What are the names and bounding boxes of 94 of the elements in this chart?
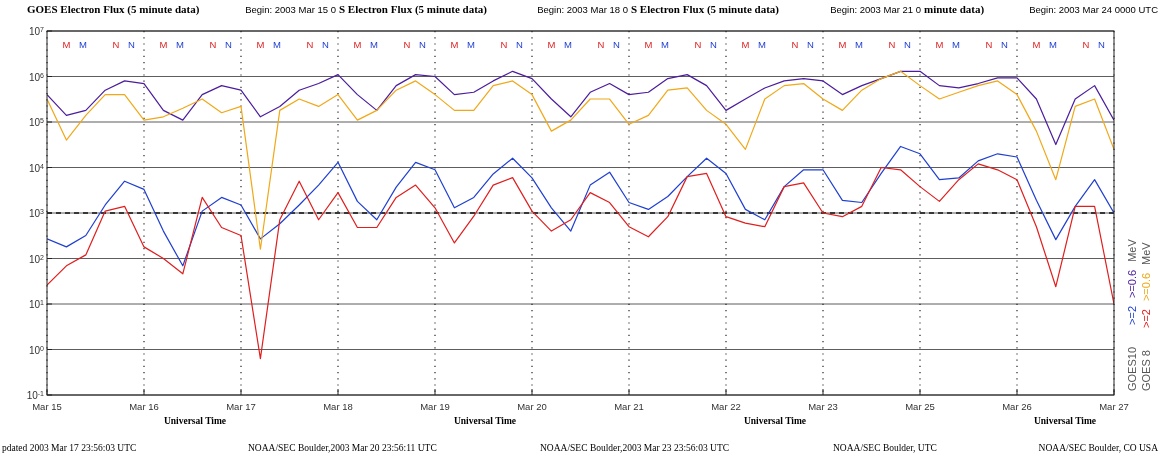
y-tick-label: 10$^{6}$ (28, 71, 45, 83)
x-tick-label: Mar 20 (517, 401, 547, 412)
x-tick-label: Mar 26 (1002, 401, 1032, 412)
y-tick-label: 10$^{1}$ (28, 298, 45, 310)
annotation: M (935, 39, 944, 50)
chart-title: GOES Electron Flux (5 minute data) (27, 3, 200, 16)
text: Begin: 2003 Mar 18 0 (537, 4, 628, 15)
text: NOAA/SEC Boulder, CO USA (1038, 443, 1159, 453)
annotation: N (888, 39, 896, 50)
y-tick-label: 10$^{7}$ (28, 25, 45, 37)
annotation: N (694, 39, 702, 50)
annotation: N (985, 39, 993, 50)
text: Universal Time (1033, 416, 1097, 426)
x-tick-label: Mar 15 (32, 401, 62, 412)
annotation: M (757, 39, 766, 50)
annotation: N (1097, 39, 1105, 50)
annotation: M (644, 39, 653, 50)
annotation: M (660, 39, 669, 50)
text: Begin: 2003 Mar 24 0000 UTC (1029, 4, 1159, 15)
annotation: N (1082, 39, 1090, 50)
annotation: N (209, 39, 217, 50)
text: MeV (1140, 241, 1152, 265)
annotation: N (1000, 39, 1008, 50)
text: Universal Time (453, 416, 517, 426)
y-tick-label: 10$^{3}$ (28, 207, 45, 219)
text: Universal Time (743, 416, 807, 426)
annotation: M (741, 39, 750, 50)
annotation: M (1048, 39, 1057, 50)
x-tick-label: Mar 19 (420, 401, 450, 412)
x-tick-label: Mar 18 (323, 401, 353, 412)
line-series (47, 145, 1114, 267)
x-tick-label: Mar 25 (905, 401, 935, 412)
text: GOES10 (1126, 346, 1138, 391)
y-tick-label: 10$^{0}$ (28, 344, 45, 356)
x-tick-label: Mar 21 (614, 401, 644, 412)
text: NOAA/SEC Boulder, UTC (833, 443, 937, 453)
text: NOAA/SEC Boulder,2003 Mar 23 23:56:03 UTC (540, 443, 730, 453)
text: pdated 2003 Mar 17 23:56:03 UTC (2, 443, 137, 453)
annotation: M (838, 39, 847, 50)
annotation: M (256, 39, 265, 50)
text: >=0.6 (1140, 272, 1152, 302)
annotation: M (466, 39, 475, 50)
annotation: M (450, 39, 459, 50)
x-tick-label: Mar 23 (808, 401, 838, 412)
annotation: M (854, 39, 863, 50)
text: Begin: 2003 Mar 15 0 (245, 4, 336, 15)
annotation: M (175, 39, 184, 50)
y-tick-label: 10$^{2}$ (28, 253, 45, 265)
annotation: M (369, 39, 378, 50)
y-tick-label: 10$^{4}$ (28, 162, 45, 174)
x-axis-title: Universal Time (163, 416, 227, 426)
text: minute data) (924, 3, 985, 16)
text: GOES 8 (1140, 350, 1152, 391)
text: S Electron Flux (5 minute data) (631, 3, 780, 16)
annotation: M (951, 39, 960, 50)
annotation: N (791, 39, 799, 50)
line-series (47, 163, 1114, 360)
annotation: M (563, 39, 572, 50)
x-tick-label: Mar 22 (711, 401, 741, 412)
annotation: M (62, 39, 71, 50)
annotation: N (127, 39, 135, 50)
annotation: N (112, 39, 120, 50)
annotation: N (709, 39, 717, 50)
annotation: M (159, 39, 168, 50)
text: Begin: 2003 Mar 21 0 (830, 4, 921, 15)
annotation: M (547, 39, 556, 50)
annotation: N (306, 39, 314, 50)
text: >=2 (1126, 306, 1138, 325)
annotation: N (806, 39, 814, 50)
annotation: M (78, 39, 87, 50)
annotation: M (1032, 39, 1041, 50)
annotation: M (353, 39, 362, 50)
text: >=0.6 (1126, 269, 1138, 298)
annotation: M (272, 39, 281, 50)
text: NOAA/SEC Boulder,2003 Mar 20 23:56:11 UTC (248, 443, 437, 453)
text: >=2 (1140, 309, 1152, 329)
annotation: N (612, 39, 620, 50)
y-tick-label: 10$^{-1}$ (26, 389, 45, 401)
line-series (47, 70, 1114, 146)
x-tick-label: Mar 16 (129, 401, 159, 412)
annotation: N (321, 39, 329, 50)
y-tick-label: 10$^{5}$ (28, 116, 45, 128)
annotation: N (403, 39, 411, 50)
text: MeV (1126, 238, 1138, 262)
x-tick-label: Mar 17 (226, 401, 256, 412)
line-series (47, 70, 1114, 250)
annotation: N (597, 39, 605, 50)
annotation: N (515, 39, 523, 50)
annotation: N (500, 39, 508, 50)
annotation: N (903, 39, 911, 50)
annotation: N (224, 39, 232, 50)
text: S Electron Flux (5 minute data) (339, 3, 488, 16)
x-tick-label: Mar 27 (1099, 401, 1129, 412)
annotation: N (418, 39, 426, 50)
